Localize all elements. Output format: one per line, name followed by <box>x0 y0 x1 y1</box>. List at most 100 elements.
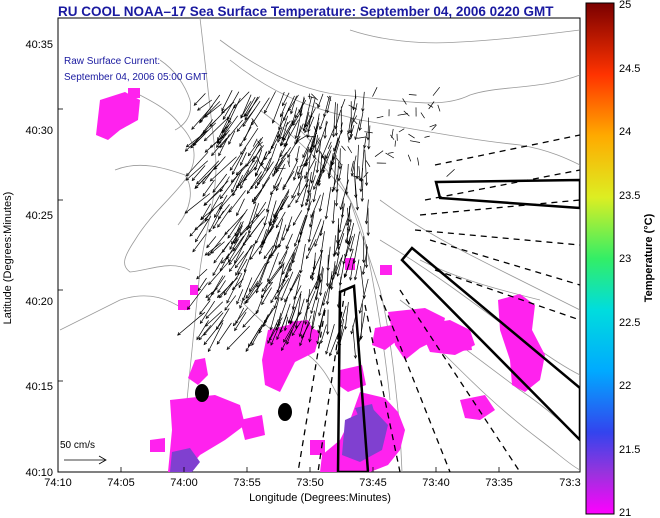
current-vector-head <box>185 144 190 148</box>
current-vector <box>259 163 267 172</box>
current-vector <box>266 143 277 171</box>
current-vector-head <box>245 295 249 299</box>
current-vector-head <box>282 102 286 107</box>
current-vector <box>279 115 289 140</box>
current-vector <box>247 171 262 194</box>
current-vector <box>336 162 339 193</box>
current-vector-head <box>231 171 235 175</box>
x-tick-label: 73:3 <box>559 477 580 489</box>
current-vector-head <box>354 194 358 199</box>
current-vector <box>217 114 231 141</box>
current-vector-head <box>362 295 366 299</box>
current-vector <box>311 298 320 329</box>
current-vector <box>282 92 290 106</box>
current-vector <box>184 193 211 214</box>
current-vector-head <box>353 355 358 359</box>
current-vector <box>289 270 301 292</box>
current-vector <box>309 117 320 152</box>
current-vector <box>277 167 286 170</box>
current-vector-head <box>266 208 270 213</box>
current-vector-head <box>343 274 347 279</box>
current-vector <box>315 102 320 107</box>
current-vector-head <box>223 291 228 296</box>
current-vector <box>429 124 437 128</box>
current-vector <box>191 105 213 130</box>
current-vector <box>300 200 312 235</box>
current-vector <box>177 311 206 336</box>
current-vector <box>275 211 286 228</box>
current-vector <box>353 231 360 264</box>
current-vector-head <box>339 206 343 211</box>
current-vector <box>333 129 343 152</box>
current-vector-head <box>282 186 286 191</box>
current-vector-head <box>203 341 208 346</box>
current-vector <box>289 291 302 324</box>
current-vector <box>299 162 309 167</box>
current-vector <box>273 199 284 219</box>
current-vector-head <box>192 248 196 253</box>
current-vector-head <box>273 170 278 175</box>
current-vector-head <box>209 144 214 149</box>
current-vector-head <box>282 237 286 242</box>
current-vector <box>236 198 245 216</box>
current-vector-head <box>311 272 315 277</box>
current-vector <box>268 214 278 233</box>
current-vector-head <box>272 173 276 178</box>
current-vector-head <box>325 301 330 305</box>
current-vector-head <box>253 196 258 201</box>
current-vector-head <box>298 333 302 338</box>
current-vector-head <box>198 336 203 341</box>
current-vector-head <box>275 187 279 192</box>
current-vector-head <box>338 229 342 234</box>
current-vector-head <box>246 190 251 195</box>
current-vector-head <box>361 108 365 113</box>
current-vector <box>262 158 280 188</box>
current-vector-head <box>359 188 363 193</box>
current-vector <box>296 146 300 162</box>
current-vector-head <box>317 104 321 109</box>
current-vector-head <box>245 299 249 304</box>
current-vector-head <box>227 235 231 239</box>
current-vector-head <box>343 326 348 330</box>
current-vector <box>220 176 230 192</box>
current-vector <box>248 203 260 234</box>
current-vector-head <box>224 231 228 236</box>
current-vector <box>268 317 283 341</box>
current-vector <box>276 314 288 340</box>
current-vector-head <box>244 112 249 117</box>
current-vector <box>208 259 231 285</box>
current-vector-head <box>196 107 201 111</box>
current-vector <box>339 203 345 233</box>
current-vector-head <box>232 322 237 327</box>
current-vector-head <box>222 116 226 120</box>
current-vector-head <box>283 184 287 188</box>
current-vector <box>204 103 222 118</box>
current-vector <box>319 192 324 212</box>
current-vector-head <box>297 175 301 180</box>
current-vector <box>217 277 238 298</box>
current-vector <box>237 258 248 275</box>
current-vector <box>326 95 332 101</box>
current-vector-head <box>274 296 278 300</box>
current-vector-head <box>199 119 203 124</box>
current-vector-head <box>327 172 331 177</box>
current-vector <box>281 246 297 275</box>
current-vector <box>431 124 437 131</box>
current-vector-head <box>221 249 226 253</box>
current-vector <box>365 160 371 167</box>
current-vector-head <box>283 137 287 142</box>
current-vector-head <box>239 143 243 147</box>
current-vector-head <box>336 273 340 277</box>
current-vector-head <box>220 188 224 193</box>
current-vector <box>255 225 265 244</box>
current-vector <box>210 241 225 254</box>
current-vector <box>296 125 302 144</box>
current-vector-head <box>304 321 308 325</box>
current-vector <box>219 253 230 272</box>
current-vector <box>275 218 284 248</box>
current-vector-head <box>320 249 324 254</box>
current-vector-head <box>314 243 318 248</box>
current-vector-head <box>278 261 282 265</box>
current-vector <box>347 207 350 232</box>
current-vector-head <box>284 143 288 148</box>
